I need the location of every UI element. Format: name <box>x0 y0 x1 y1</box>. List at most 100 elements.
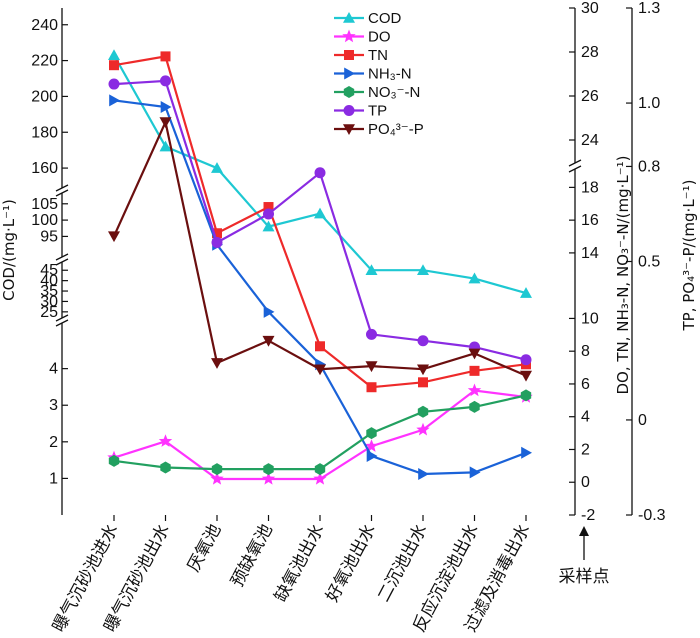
data-point <box>108 231 120 243</box>
tick-label: 0 <box>581 474 590 491</box>
data-point <box>263 202 274 213</box>
tick-label: -2 <box>581 507 595 524</box>
tick-label: 30 <box>581 0 599 17</box>
tick-label: 200 <box>31 88 58 105</box>
legend-label: NH₃-N <box>368 66 412 83</box>
tick-label: 160 <box>31 160 58 177</box>
data-point <box>314 167 326 179</box>
tick-label: 1 <box>49 470 58 487</box>
data-point <box>364 439 379 452</box>
data-point <box>108 454 120 467</box>
data-point <box>263 305 275 318</box>
data-point <box>261 472 276 485</box>
tick-label: 1.0 <box>638 95 660 112</box>
legend-item: TN <box>334 47 388 64</box>
tick-label: 3 <box>49 397 58 414</box>
series-3 <box>109 94 532 481</box>
data-point <box>109 60 119 71</box>
category-label: 好氧池出水 <box>322 521 380 605</box>
series-line <box>113 55 527 389</box>
data-point <box>262 335 275 347</box>
tick-label: 35 <box>40 283 58 300</box>
tick-label: 95 <box>40 228 58 245</box>
tick-label: 8 <box>581 343 590 360</box>
tick-label: 240 <box>31 17 58 34</box>
legend-item: TP <box>334 103 387 120</box>
data-point <box>469 365 480 376</box>
data-point <box>211 162 223 173</box>
data-point <box>343 124 355 135</box>
tick-label: 30 <box>40 293 58 310</box>
data-point <box>211 358 223 369</box>
series-line <box>112 118 527 377</box>
data-point <box>263 208 274 220</box>
tick-label: 40 <box>40 273 58 290</box>
tick-label: 2 <box>581 441 590 458</box>
category-label: 缺氧池出水 <box>271 521 329 605</box>
legend-item: NH₃-N <box>334 66 412 83</box>
legend-item: DO <box>334 29 391 46</box>
data-point <box>210 472 224 485</box>
tick-label: 26 <box>581 88 599 105</box>
series-line <box>113 79 527 361</box>
data-point <box>108 78 120 90</box>
right-axis-ticks: 1.3 1.0 0.8 0.5 0 -0.3 <box>626 0 666 524</box>
tick-label: 24 <box>581 132 599 149</box>
tick-label: 1.3 <box>638 0 660 17</box>
data-point <box>262 220 275 232</box>
data-point <box>418 468 429 481</box>
legend-label: DO <box>368 29 391 46</box>
left-axis-title: COD/(mg·L⁻¹) <box>0 199 18 301</box>
data-point <box>520 389 532 402</box>
middle-axis-title: DO, TN, NH₃-N, NO₃⁻-N/(mg·L⁻¹) <box>614 155 632 394</box>
series-line <box>113 394 527 471</box>
tick-label: 16 <box>581 212 599 229</box>
legend-item: PO₄³⁻-P <box>334 121 424 138</box>
tick-label: 4 <box>49 361 58 378</box>
data-point <box>366 450 378 463</box>
data-point <box>313 472 327 485</box>
tick-label: 25 <box>40 304 58 321</box>
legend-label: PO₄³⁻-P <box>368 121 424 138</box>
x-axis-title: 采样点 <box>559 567 610 587</box>
data-point <box>160 461 171 474</box>
data-point <box>520 354 532 366</box>
data-point <box>366 382 377 393</box>
data-point <box>520 287 532 298</box>
tick-label: 0.8 <box>638 158 660 175</box>
legend-label: TP <box>368 103 387 120</box>
right-axis-title: TP, PO₄³⁻-P/(mg·L⁻¹) <box>680 180 698 332</box>
data-point <box>211 236 223 248</box>
tick-label: 2 <box>49 434 58 451</box>
data-point <box>365 361 378 373</box>
series-5 <box>108 75 532 366</box>
x-axis-arrow <box>579 526 589 560</box>
tick-label: 105 <box>31 196 58 213</box>
legend-item: COD <box>334 10 402 27</box>
data-point <box>263 463 274 476</box>
data-point <box>366 427 377 440</box>
data-point <box>314 207 326 219</box>
data-point <box>212 228 222 239</box>
data-point <box>159 117 172 129</box>
data-point <box>468 348 481 360</box>
legend-label: COD <box>368 10 402 27</box>
tick-label: 4 <box>581 409 590 426</box>
tick-label: -0.3 <box>638 507 666 524</box>
data-point <box>469 466 481 479</box>
category-label: 预缺氧池 <box>227 521 277 590</box>
data-point <box>158 434 173 447</box>
tick-label: 28 <box>581 44 599 61</box>
tick-label: 0 <box>638 412 647 429</box>
middle-axis-line <box>568 8 582 515</box>
data-point <box>211 463 223 476</box>
data-point <box>344 67 355 80</box>
data-point <box>417 335 429 347</box>
tick-label: 180 <box>31 124 58 141</box>
tick-label: 14 <box>581 245 599 262</box>
data-point <box>343 86 355 98</box>
data-point <box>315 341 325 352</box>
data-point <box>314 364 326 376</box>
category-label: 厌氧池 <box>184 521 226 575</box>
